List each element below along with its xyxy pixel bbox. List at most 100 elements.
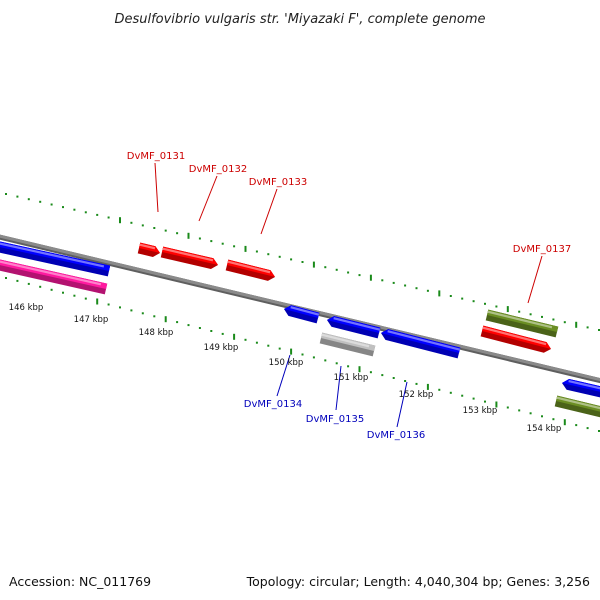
- tick-label-151: 151 kbp: [334, 373, 369, 383]
- lower-tick-row-major-tick: [290, 348, 293, 355]
- upper-tick-row-minor-tick: [278, 255, 281, 258]
- upper-tick-row-minor-tick: [233, 245, 236, 248]
- upper-tick-row-minor-tick: [27, 198, 30, 201]
- leader-dvmf-0137: [527, 255, 543, 304]
- lower-tick-row-minor-tick: [221, 332, 224, 335]
- lower-tick-row-minor-tick: [267, 344, 270, 347]
- gene-label-dvmf-0131: DvMF_0131: [127, 151, 185, 162]
- lower-tick-row-minor-tick: [324, 359, 327, 362]
- upper-tick-row-minor-tick: [290, 258, 293, 261]
- upper-tick-row-minor-tick: [415, 287, 418, 290]
- upper-tick-row-minor-tick: [518, 310, 521, 313]
- gene-dvmf-0132: [160, 246, 219, 270]
- upper-tick-row-minor-tick: [164, 229, 167, 232]
- lower-tick-row-minor-tick: [335, 362, 338, 365]
- upper-tick-row-major-tick: [438, 290, 441, 297]
- gene-dvmf-0137-highlight: [482, 326, 547, 346]
- lower-tick-row-minor-tick: [278, 347, 281, 350]
- upper-tick-row-minor-tick: [267, 253, 270, 256]
- tick-label-148: 148 kbp: [139, 328, 174, 338]
- lower-tick-row-minor-tick: [141, 312, 144, 315]
- gene-dvmf-0136: [381, 329, 461, 359]
- upper-tick-row-minor-tick: [392, 281, 395, 284]
- gene-pink-left-highlight: [0, 259, 102, 286]
- gene-dvmf-0132-highlight: [162, 247, 214, 262]
- tick-label-150: 150 kbp: [269, 358, 304, 368]
- leader-dvmf-0136: [396, 381, 408, 428]
- gene-label-dvmf-0137: DvMF_0137: [513, 244, 571, 255]
- lower-tick-row-minor-tick: [16, 279, 19, 282]
- lower-tick-row-minor-tick: [541, 415, 543, 418]
- tick-label-152: 152 kbp: [399, 390, 434, 400]
- upper-tick-row-minor-tick: [358, 274, 361, 277]
- label-leaders-layer: [154, 162, 543, 428]
- upper-tick-row-minor-tick: [221, 242, 224, 245]
- gene-reverse-right-highlight: [568, 379, 600, 392]
- tick-label-146: 146 kbp: [9, 303, 44, 313]
- gene-pink-left: [0, 258, 108, 295]
- upper-tick-row-minor-tick: [472, 300, 475, 303]
- upper-tick-row-major-tick: [244, 245, 247, 252]
- lower-tick-row-minor-tick: [392, 377, 395, 379]
- lower-tick-row-minor-tick: [598, 430, 600, 432]
- leader-dvmf-0132: [198, 175, 218, 222]
- gene-dvmf-0135: [319, 332, 376, 357]
- upper-tick-row-minor-tick: [461, 297, 464, 300]
- upper-tick-row-minor-tick: [301, 261, 304, 263]
- lower-tick-row-minor-tick: [381, 374, 384, 377]
- leader-dvmf-0135: [335, 365, 342, 411]
- lower-tick-row-minor-tick: [176, 321, 179, 324]
- upper-tick-row-minor-tick: [381, 279, 384, 282]
- lower-tick-row-minor-tick: [415, 382, 418, 385]
- leader-dvmf-0134: [276, 354, 291, 397]
- lower-tick-row-minor-tick: [198, 327, 201, 329]
- lower-tick-row-minor-tick: [255, 341, 258, 344]
- lower-tick-row-major-tick: [426, 383, 429, 390]
- upper-tick-row-major-tick: [187, 232, 190, 239]
- upper-tick-row-minor-tick: [16, 195, 19, 198]
- upper-tick-row-minor-tick: [255, 250, 258, 253]
- gene-blue-0135-track-highlight: [333, 317, 381, 331]
- lower-tick-row-minor-tick: [130, 309, 133, 312]
- lower-tick-row-minor-tick: [153, 315, 156, 318]
- lower-tick-row-minor-tick: [39, 285, 42, 288]
- upper-tick-row-minor-tick: [50, 203, 53, 206]
- lower-tick-row-minor-tick: [347, 365, 350, 368]
- tick-label-147: 147 kbp: [74, 315, 109, 325]
- lower-tick-row-minor-tick: [5, 277, 7, 279]
- lower-tick-row-major-tick: [358, 366, 361, 373]
- gene-dvmf-0131: [137, 242, 161, 257]
- gene-label-dvmf-0133: DvMF_0133: [249, 177, 307, 188]
- map-title: Desulfovibrio vulgaris str. 'Miyazaki F'…: [114, 12, 485, 27]
- upper-tick-row-minor-tick: [107, 216, 110, 219]
- gene-labels-layer: DvMF_0131 DvMF_0132 DvMF_0133 DvMF_0137 …: [127, 151, 571, 441]
- upper-tick-row-minor-tick: [153, 227, 156, 229]
- leader-dvmf-0133: [260, 188, 278, 235]
- lower-tick-row-major-tick: [233, 333, 236, 340]
- gene-label-dvmf-0136: DvMF_0136: [367, 430, 425, 441]
- upper-tick-row-minor-tick: [404, 284, 407, 287]
- lower-tick-row-major-tick: [164, 316, 167, 323]
- gene-label-dvmf-0132: DvMF_0132: [189, 164, 247, 175]
- upper-tick-row-minor-tick: [586, 326, 589, 329]
- lower-tick-row-minor-tick: [438, 388, 441, 391]
- lower-tick-row-minor-tick: [586, 427, 589, 430]
- upper-tick-row-minor-tick: [176, 232, 179, 235]
- upper-tick-row-minor-tick: [598, 329, 600, 331]
- upper-tick-row-minor-tick: [563, 321, 566, 324]
- gene-dvmf-0134: [284, 305, 320, 324]
- lower-tick-row-major-tick: [96, 298, 99, 305]
- lower-tick-row-minor-tick: [210, 330, 213, 332]
- lower-tick-row-major-tick: [495, 401, 498, 408]
- topology-text: Topology: circular; Length: 4,040,304 bp…: [246, 574, 590, 589]
- upper-tick-row-minor-tick: [73, 208, 76, 211]
- upper-tick-row-minor-tick: [141, 224, 144, 227]
- upper-tick-row-minor-tick: [484, 302, 486, 305]
- gene-dvmf-0136-highlight: [387, 330, 461, 351]
- lower-tick-row-minor-tick: [187, 324, 190, 327]
- gene-dvmf-0135-highlight: [321, 333, 370, 348]
- gene-label-dvmf-0134: DvMF_0134: [244, 399, 302, 410]
- upper-tick-row-minor-tick: [324, 266, 327, 269]
- gene-dvmf-0131-highlight: [139, 243, 156, 250]
- upper-tick-row-major-tick: [369, 274, 372, 281]
